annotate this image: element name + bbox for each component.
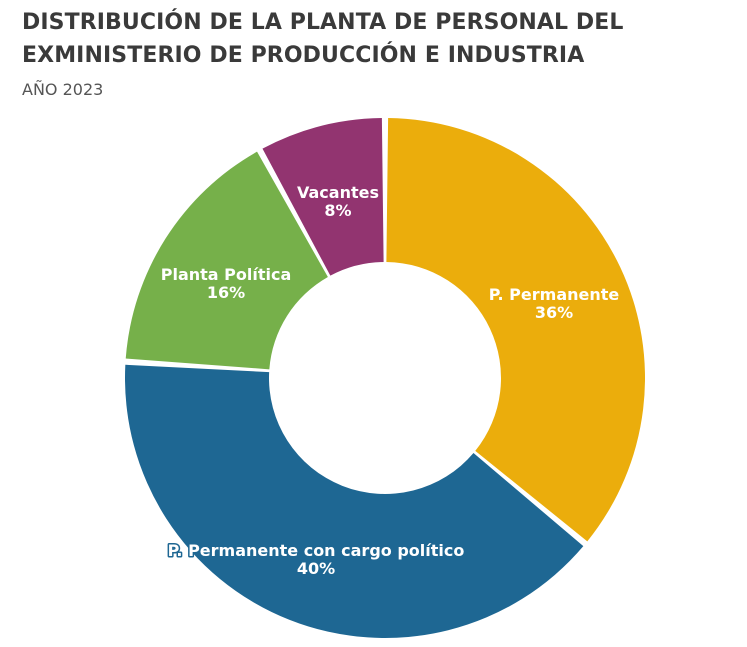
slice-p-permanente (386, 118, 645, 542)
slice-value-p-permanente-con-cargo-politico: 40% (297, 559, 335, 578)
chart-title-line-1: DISTRIBUCIÓN DE LA PLANTA DE PERSONAL DE… (22, 10, 624, 35)
slice-label-vacantes: Vacantes (297, 183, 379, 202)
slice-label-p-permanente-con-cargo-politico: P. Permanente con cargo político (168, 541, 465, 560)
chart-subtitle: AÑO 2023 (22, 80, 104, 99)
slice-value-planta-politica: 16% (207, 283, 245, 302)
slice-p-permanente-con-cargo-politico (124, 364, 584, 639)
donut-slices (124, 118, 645, 639)
slice-label-planta-politica: Planta Política (161, 265, 292, 284)
chart-title: DISTRIBUCIÓN DE LA PLANTA DE PERSONAL DE… (22, 6, 722, 72)
chart-title-line-2: EXMINISTERIO DE PRODUCCIÓN E INDUSTRIA (22, 43, 585, 68)
slice-planta-politica (125, 151, 328, 370)
slice-value-vacantes: 8% (324, 201, 351, 220)
slice-value-p-permanente: 36% (535, 303, 573, 322)
slice-label-p-permanente: P. Permanente (489, 285, 620, 304)
slice-vacantes (262, 118, 384, 276)
